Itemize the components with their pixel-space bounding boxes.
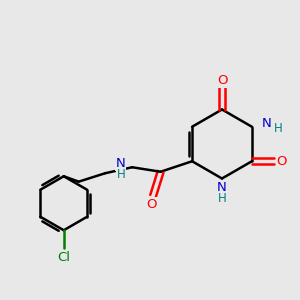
Text: H: H (218, 192, 226, 206)
Text: N: N (217, 181, 227, 194)
Text: O: O (217, 74, 227, 87)
Text: O: O (277, 155, 287, 168)
Text: O: O (146, 198, 157, 211)
Text: N: N (116, 157, 125, 170)
Text: H: H (117, 168, 125, 181)
Text: H: H (274, 122, 282, 135)
Text: Cl: Cl (57, 251, 70, 264)
Text: N: N (262, 117, 271, 130)
